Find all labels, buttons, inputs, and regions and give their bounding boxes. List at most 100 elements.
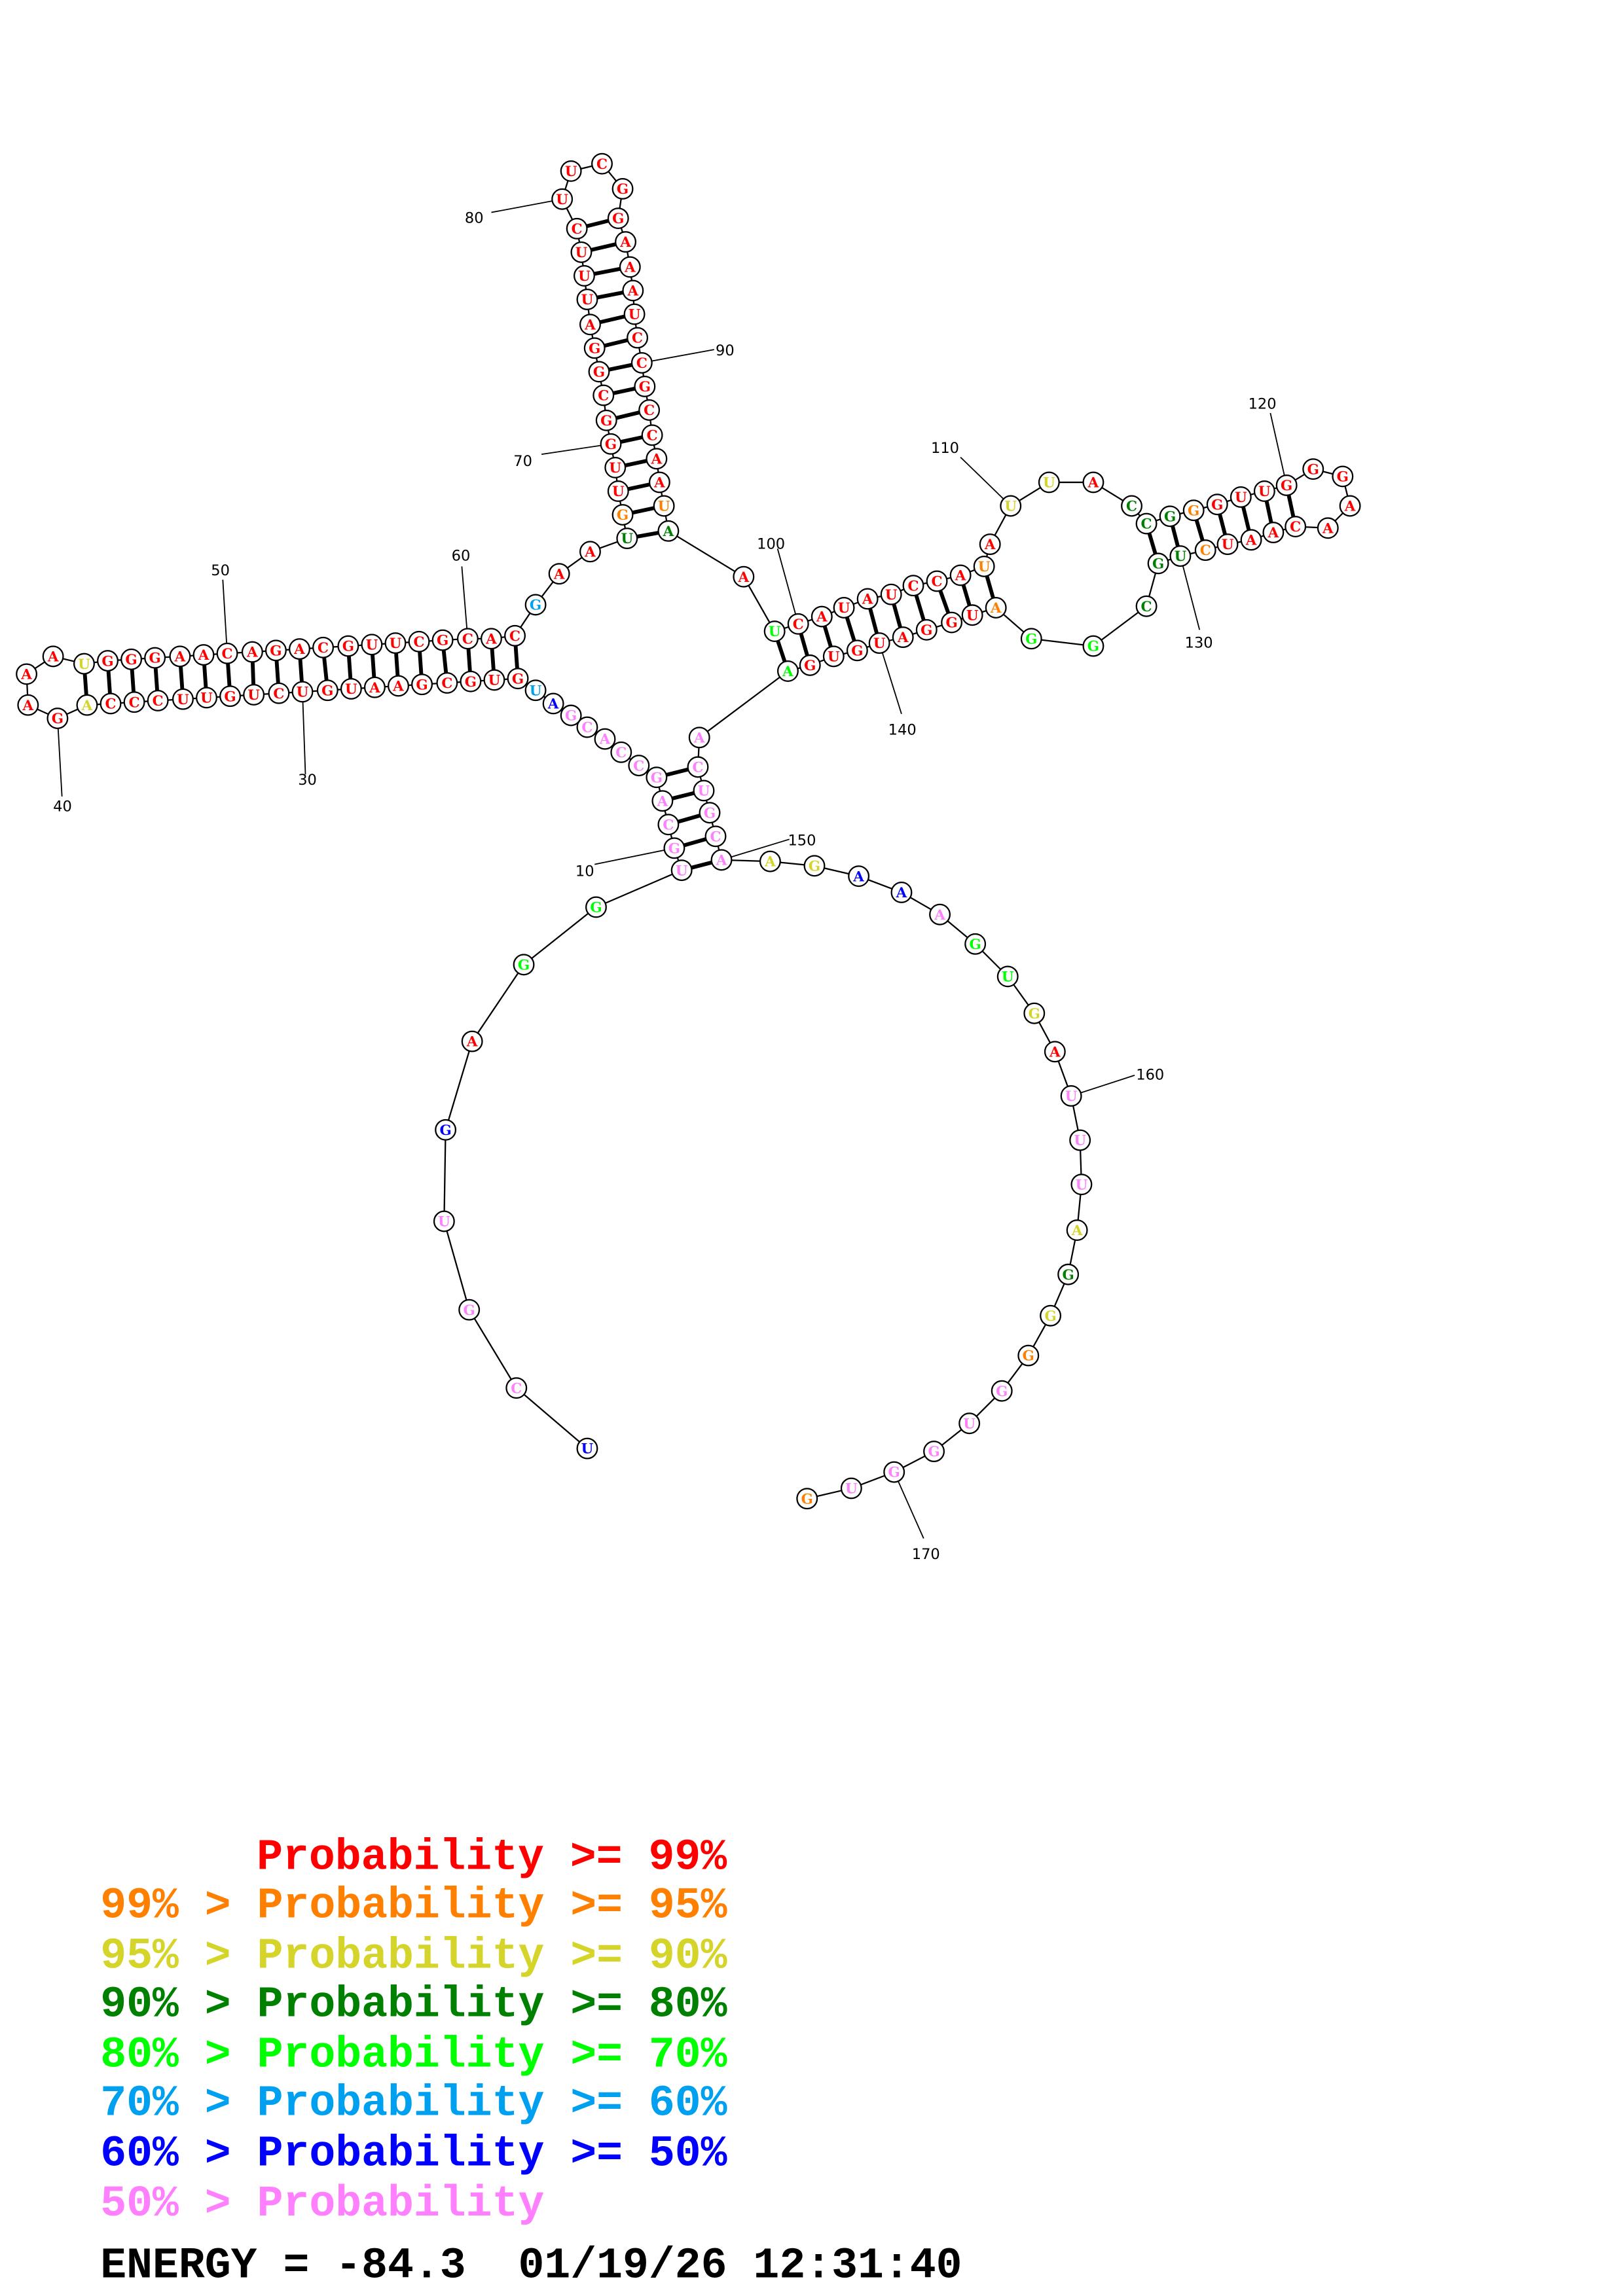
nucleotide-circle	[811, 605, 833, 628]
nucleotide-letter: G	[1152, 556, 1164, 573]
nucleotide-circle	[169, 645, 191, 668]
nucleotide-letter: A	[293, 641, 305, 658]
nucleotide-letter: A	[1322, 520, 1334, 537]
nucleotide-circle	[929, 903, 951, 925]
nucleotide-letter: A	[1267, 525, 1279, 541]
nucleotide: G	[1147, 552, 1169, 575]
nucleotide-circle	[941, 611, 963, 634]
nucleotide-letter: C	[318, 640, 329, 656]
nucleotide-circle	[611, 504, 634, 526]
nucleotide-letter: G	[589, 340, 600, 357]
nucleotide: U	[1253, 480, 1275, 502]
nucleotide-circle	[883, 1461, 905, 1483]
nucleotide-letter: C	[663, 817, 674, 833]
nucleotide: G	[435, 1119, 457, 1141]
nucleotide-circle	[902, 575, 924, 597]
nucleotide-letter: A	[1071, 1223, 1083, 1239]
nucleotide: C	[627, 327, 649, 349]
nucleotide: U	[961, 604, 983, 626]
nucleotide-circle	[1038, 471, 1060, 493]
nucleotide: G	[796, 1488, 818, 1510]
nucleotide: G	[560, 704, 582, 726]
nucleotide-letter: U	[200, 691, 213, 707]
nucleotide-letter: U	[966, 607, 979, 624]
nucleotide-circle	[646, 448, 668, 470]
nucleotide-letter: G	[1337, 469, 1349, 486]
nucleotide-letter: C	[1141, 599, 1152, 615]
nucleotide-letter: G	[605, 437, 617, 453]
nucleotide-circle	[638, 399, 661, 421]
nucleotide: G	[411, 673, 433, 696]
nucleotide-circle	[634, 375, 656, 397]
nucleotide-letter: G	[704, 805, 716, 821]
nucleotide-letter: C	[932, 574, 943, 590]
position-label-leader	[594, 847, 675, 865]
nucleotide: G	[120, 648, 143, 670]
nucleotide-letter: G	[617, 507, 629, 524]
nucleotide-circle	[1147, 552, 1169, 575]
nucleotide: C	[704, 825, 727, 848]
position-label-leader	[721, 838, 790, 861]
nucleotide: A	[76, 694, 98, 716]
nucleotide-letter: A	[47, 649, 59, 665]
nucleotide: C	[591, 152, 613, 175]
nucleotide: U	[763, 620, 786, 643]
nucleotide: G	[144, 647, 166, 669]
nucleotide-letter: G	[1211, 497, 1223, 513]
nucleotide: U	[196, 687, 217, 709]
nucleotide: A	[481, 628, 502, 650]
probability-legend: Probability >= 99% 99% > Probability >= …	[100, 1833, 962, 2290]
nucleotide-letter: G	[617, 181, 629, 198]
nucleotide: A	[615, 231, 636, 253]
nucleotide-letter: A	[984, 537, 996, 553]
nucleotide-letter: U	[438, 1214, 450, 1230]
nucleotide-circle	[483, 669, 505, 691]
nucleotide-letter: A	[657, 793, 668, 810]
nucleotide-circle	[42, 645, 64, 668]
legend-entry: 60% > Probability >= 50%	[100, 2129, 727, 2178]
nucleotide-circle	[1135, 512, 1158, 535]
nucleotide: U	[840, 1477, 862, 1499]
nucleotide: A	[648, 471, 670, 493]
nucleotide-circle	[100, 692, 122, 715]
nucleotide: U	[973, 555, 995, 577]
nucleotide: G	[219, 685, 242, 708]
nucleotide-letter: G	[651, 770, 663, 786]
nucleotide-letter: A	[369, 680, 380, 696]
position-label-leader	[461, 566, 469, 639]
nucleotide: A	[241, 641, 263, 663]
nucleotide-circle	[436, 672, 458, 694]
nucleotide-letter: C	[581, 720, 593, 736]
nucleotide-letter: G	[465, 674, 477, 691]
nucleotide-letter: U	[1258, 484, 1271, 500]
nucleotide-circle	[799, 654, 821, 676]
nucleotide: A	[688, 726, 710, 749]
nucleotide-letter: C	[907, 578, 919, 594]
nucleotide: C	[456, 628, 479, 650]
nucleotide-circle	[623, 303, 646, 325]
nucleotide-letter: U	[366, 637, 378, 653]
nucleotide-circle	[915, 619, 938, 641]
nucleotide-letter: A	[738, 569, 750, 586]
nucleotide-circle	[1302, 458, 1324, 480]
nucleotide-letter: G	[593, 365, 605, 381]
nucleotide-letter: G	[945, 615, 957, 632]
nucleotide: G	[595, 409, 617, 431]
nucleotide-circle	[433, 1210, 455, 1232]
nucleotide: C	[610, 741, 632, 763]
nucleotide-circle	[264, 639, 287, 662]
nucleotide: G	[513, 954, 535, 976]
nucleotide: A	[892, 626, 914, 649]
nucleotide-letter: G	[928, 1444, 939, 1460]
nucleotide-letter: G	[639, 379, 651, 395]
nucleotide-circle	[388, 675, 409, 697]
nucleotide: U	[433, 1210, 455, 1232]
nucleotide-circle	[1070, 1174, 1093, 1196]
nucleotide-letter: U	[1043, 475, 1055, 492]
nucleotide-letter: G	[1164, 509, 1176, 525]
nucleotide-letter: G	[1307, 461, 1319, 478]
nucleotide-circle	[460, 670, 482, 692]
nucleotide-circle	[123, 691, 145, 713]
nucleotide: G	[941, 611, 963, 634]
nucleotide: C	[1135, 512, 1158, 535]
